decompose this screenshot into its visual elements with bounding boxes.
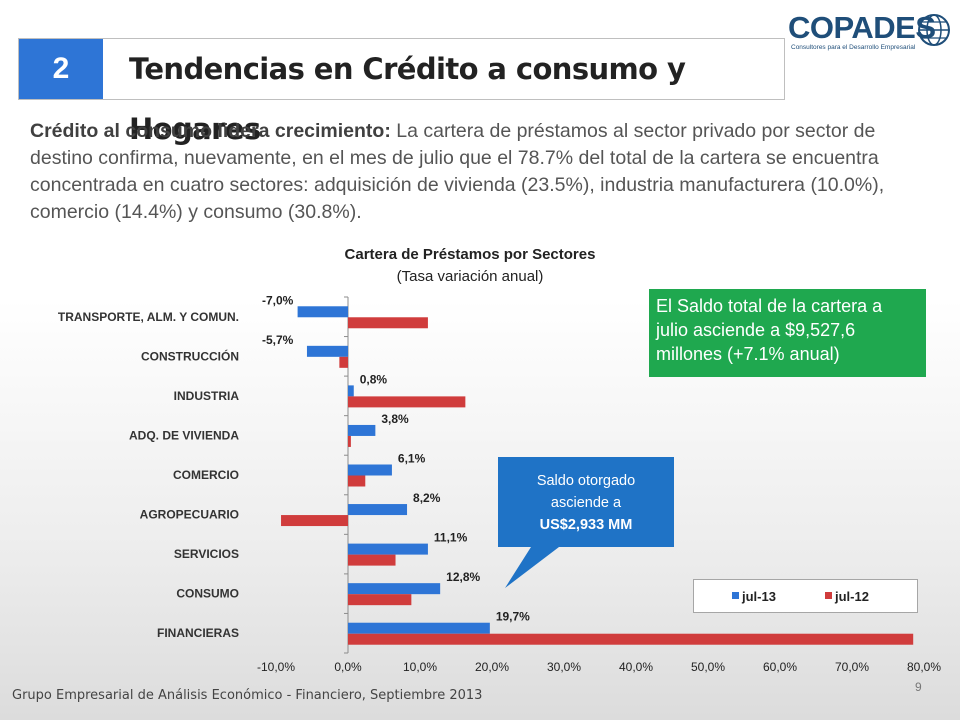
bar-jul-12	[348, 435, 351, 447]
callout-bubble	[498, 457, 674, 588]
x-tick-label: 30,0%	[547, 660, 581, 674]
bar-jul-12	[348, 475, 366, 487]
chart-title: Cartera de Préstamos por Sectores	[345, 246, 596, 263]
bar-jul-13	[348, 504, 408, 516]
bar-jul-13	[306, 345, 348, 357]
x-tick-label: 10,0%	[403, 660, 437, 674]
bar-jul-12	[348, 633, 914, 645]
x-tick-label: 50,0%	[691, 660, 725, 674]
bar-jul-13	[348, 464, 392, 476]
page-title: Tendencias en Crédito a consumo y Hogare…	[129, 52, 686, 146]
bar-jul-12	[339, 356, 348, 368]
intro-paragraph: Crédito al consumo lidera crecimiento: L…	[30, 118, 940, 226]
data-label: 0,8%	[360, 372, 388, 386]
bar-jul-13	[348, 622, 490, 634]
x-tick-label: 40,0%	[619, 660, 653, 674]
legend-label-jul-12: jul-12	[835, 589, 869, 604]
data-label: 12,8%	[446, 570, 480, 584]
callout-line-1: Saldo otorgado	[537, 473, 635, 489]
bar-jul-13	[348, 583, 441, 595]
intro-body: La cartera de préstamos al sector privad…	[30, 120, 885, 223]
legend-swatch-jul-12	[825, 592, 832, 599]
callout-line-3: US$2,933 MM	[540, 517, 633, 533]
chart-subtitle: (Tasa variación anual)	[397, 268, 544, 285]
bar-jul-12	[281, 515, 348, 527]
section-number: 2	[19, 39, 103, 99]
total-balance-note: El Saldo total de la cartera a julio asc…	[649, 289, 926, 377]
x-tick-label: -10,0%	[257, 660, 295, 674]
category-label: INDUSTRIA	[174, 389, 240, 403]
logo: COPADES Consultores para el Desarrollo E…	[788, 10, 956, 58]
intro-lead: Crédito al consumo lidera crecimiento:	[30, 120, 391, 142]
data-label: -5,7%	[262, 333, 294, 347]
category-label: ADQ. DE VIVIENDA	[129, 428, 239, 442]
data-label: 8,2%	[413, 491, 441, 505]
category-label: CONSUMO	[176, 587, 239, 601]
x-tick-label: 80,0%	[907, 660, 941, 674]
bar-jul-12	[348, 317, 428, 329]
bar-jul-13	[348, 385, 354, 397]
category-label: FINANCIERAS	[157, 626, 239, 640]
category-label: TRANSPORTE, ALM. Y COMUN.	[58, 310, 239, 324]
footer-text: Grupo Empresarial de Análisis Económico …	[12, 688, 483, 703]
category-label: AGROPECUARIO	[140, 508, 239, 522]
bar-jul-13	[297, 306, 348, 318]
category-label: COMERCIO	[173, 468, 239, 482]
callout-line-2: asciende a	[551, 495, 622, 511]
title-box: 2 Tendencias en Crédito a consumo y Hoga…	[18, 38, 785, 146]
data-label: 11,1%	[434, 531, 468, 545]
category-label: CONSTRUCCIÓN	[141, 348, 239, 363]
x-tick-label: 70,0%	[835, 660, 869, 674]
category-label: SERVICIOS	[174, 547, 239, 561]
globe-icon	[918, 14, 950, 46]
x-tick-label: 60,0%	[763, 660, 797, 674]
bar-jul-12	[348, 594, 412, 606]
data-label: 19,7%	[496, 610, 530, 624]
chart-legend: jul-13 jul-12	[693, 579, 918, 613]
bar-jul-13	[348, 424, 376, 436]
data-label: 3,8%	[381, 412, 409, 426]
data-label: -7,0%	[262, 293, 294, 307]
x-tick-label: 20,0%	[475, 660, 509, 674]
legend-swatch-jul-13	[732, 592, 739, 599]
page-number: 9	[915, 680, 922, 694]
bar-jul-12	[348, 554, 396, 566]
x-tick-label: 0,0%	[334, 660, 362, 674]
logo-name: COPADES	[788, 10, 936, 45]
data-label: 6,1%	[398, 452, 426, 466]
legend-label-jul-13: jul-13	[742, 589, 776, 604]
bar-jul-12	[348, 396, 466, 408]
bar-jul-13	[348, 543, 428, 555]
logo-tagline: Consultores para el Desarrollo Empresari…	[791, 44, 916, 51]
